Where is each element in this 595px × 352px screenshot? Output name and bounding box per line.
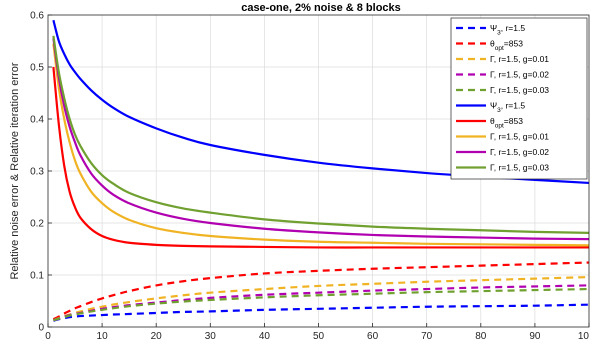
series-line-8 bbox=[52, 38, 590, 241]
series-group bbox=[52, 19, 590, 322]
x-tick-label-3: 30 bbox=[205, 331, 217, 342]
y-tick-label-1: 0.1 bbox=[30, 271, 44, 282]
legend-label-3: Γ, r=1.5, g=0.02 bbox=[490, 70, 549, 80]
legend-label-2: Γ, r=1.5, g=0.01 bbox=[490, 54, 549, 64]
series-line-1 bbox=[52, 261, 590, 321]
x-tick-label-8: 80 bbox=[475, 331, 487, 342]
y-axis-title: Relative noise error & Relative iteratio… bbox=[9, 62, 21, 279]
legend-label-8: Γ, r=1.5, g=0.02 bbox=[490, 147, 549, 157]
x-tick-label-10: 10 bbox=[578, 331, 590, 342]
y-tick-label-5: 0.5 bbox=[30, 63, 44, 74]
x-tick-label-2: 20 bbox=[151, 331, 163, 342]
x-tick-label-1: 10 bbox=[97, 331, 109, 342]
y-tick-label-0: 0 bbox=[38, 323, 44, 334]
series-line-4 bbox=[53, 287, 590, 322]
series-line-5 bbox=[52, 19, 590, 185]
legend-label-1: θopt=853 bbox=[490, 39, 523, 53]
legend-label-6: θopt=853 bbox=[490, 116, 523, 130]
legend-label-4: Γ, r=1.5, g=0.03 bbox=[490, 85, 549, 95]
legend-label-9: Γ, r=1.5, g=0.03 bbox=[490, 163, 549, 173]
series-line-9 bbox=[52, 35, 590, 234]
legend-label-0: Ψ3, r=1.5 bbox=[490, 23, 525, 37]
x-tick-label-5: 50 bbox=[313, 331, 325, 342]
x-tick-label-0: 0 bbox=[45, 331, 51, 342]
chart-title: case-one, 2% noise & 8 blocks bbox=[241, 2, 401, 14]
x-tick-label-4: 40 bbox=[259, 331, 271, 342]
legend-label-7: Γ, r=1.5, g=0.01 bbox=[490, 132, 549, 142]
series-line-0 bbox=[53, 303, 590, 322]
x-tick-label-6: 60 bbox=[367, 331, 379, 342]
series-line-6 bbox=[52, 66, 589, 249]
y-tick-label-2: 0.2 bbox=[30, 219, 44, 230]
y-tick-label-3: 0.3 bbox=[30, 167, 44, 178]
legend-label-5: Ψ3, r=1.5 bbox=[490, 101, 525, 115]
series-line-7 bbox=[52, 43, 590, 247]
y-tick-label-4: 0.4 bbox=[30, 115, 44, 126]
x-tick-label-7: 70 bbox=[421, 331, 433, 342]
y-tick-label-6: 0.6 bbox=[30, 11, 44, 22]
x-tick-label-9: 90 bbox=[529, 331, 541, 342]
